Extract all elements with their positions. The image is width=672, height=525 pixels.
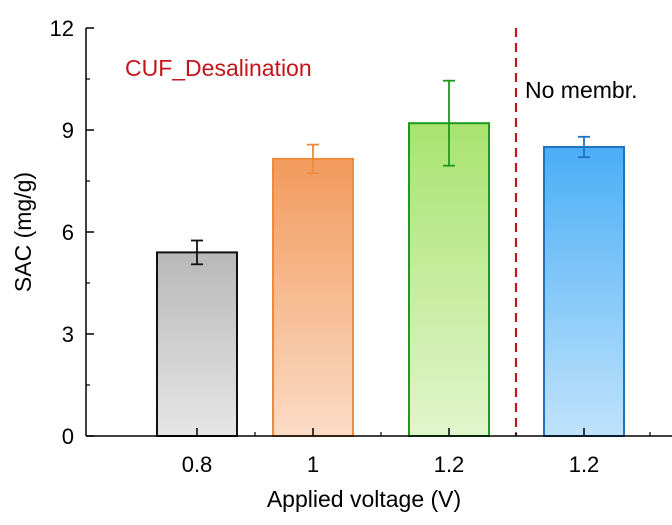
y-axis-title: SAC (mg/g) (10, 172, 36, 292)
x-tick-label: 1.2 (569, 452, 600, 477)
x-tick-label: 0.8 (182, 452, 213, 477)
bar-4 (543, 146, 625, 437)
y-tick-label: 6 (62, 220, 74, 245)
bar-1 (156, 251, 238, 437)
bar-3 (408, 122, 490, 437)
error-bar-4 (578, 135, 590, 159)
y-tick-label: 12 (50, 16, 74, 41)
x-tick-label: 1 (307, 452, 319, 477)
annotation-no-membrane: No membr. (525, 77, 637, 103)
x-axis-title: Applied voltage (V) (267, 486, 461, 512)
x-tick-label: 1.2 (434, 452, 465, 477)
bar-2 (272, 157, 354, 437)
error-bar-1 (191, 239, 203, 266)
y-tick-label: 9 (62, 118, 74, 143)
y-tick-label: 0 (62, 424, 74, 449)
error-bar-3 (443, 79, 455, 167)
y-tick-label: 3 (62, 322, 74, 347)
bars-group (156, 79, 625, 437)
error-bar-2 (307, 143, 319, 175)
annotation-cuf-desalination: CUF_Desalination (125, 55, 312, 81)
x-ticks-group: 0.8 1 1.2 1.2 (182, 428, 651, 477)
y-ticks-group: 0 3 6 9 12 (50, 16, 94, 449)
